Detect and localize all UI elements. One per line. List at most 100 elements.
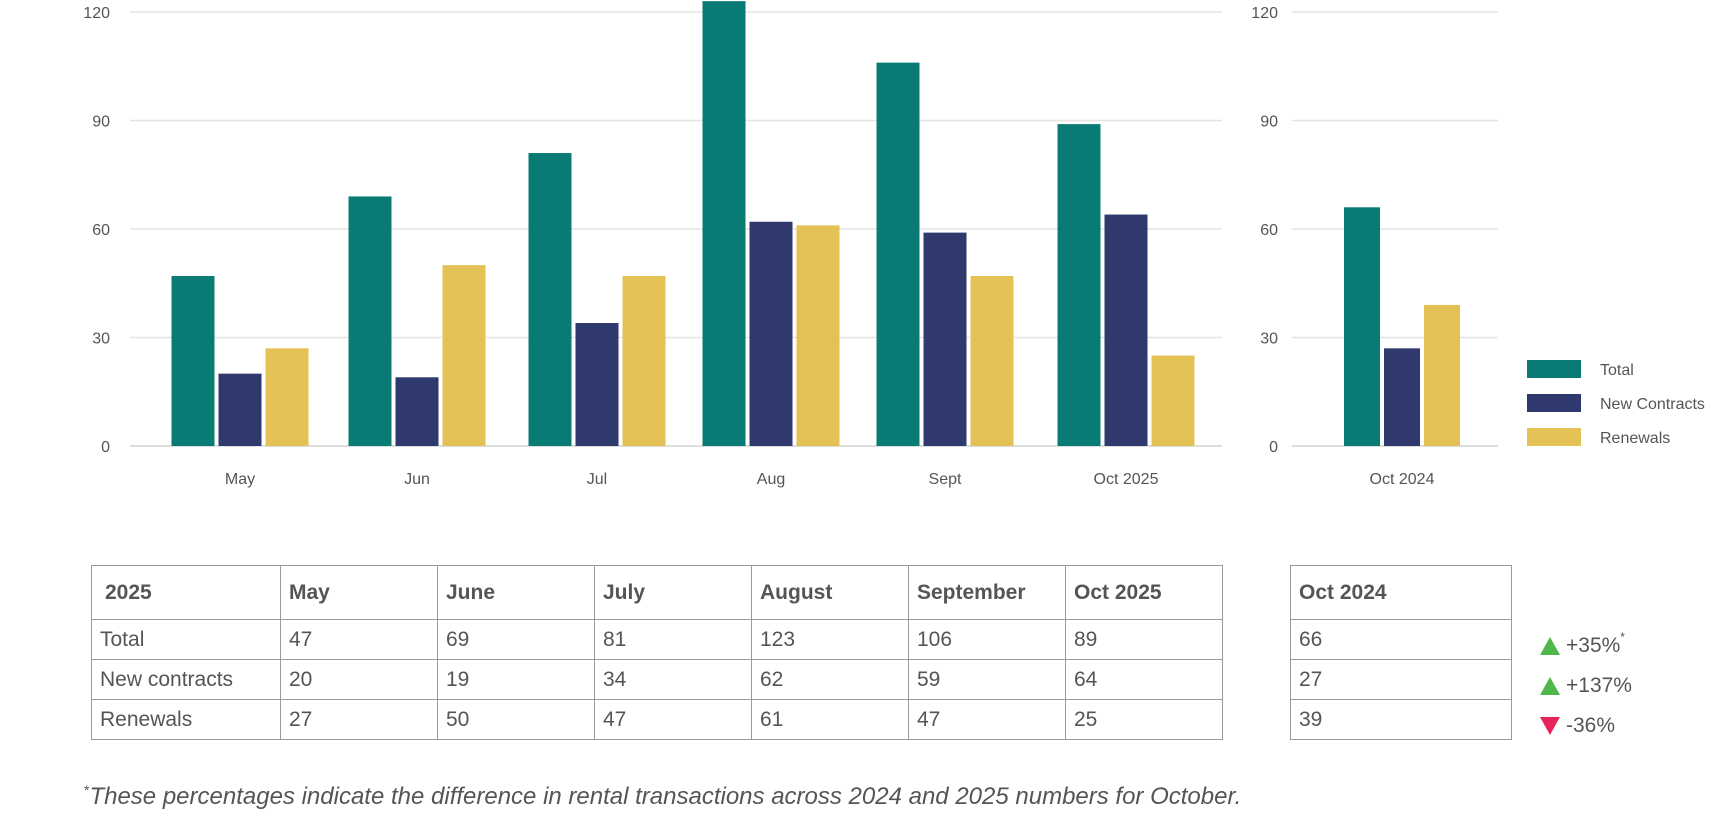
- table-row: 66: [1290, 619, 1512, 660]
- table-cell: 27: [1290, 659, 1512, 700]
- table-cell: 20: [280, 659, 438, 700]
- bar-sept-renewals: [970, 276, 1014, 446]
- table-cell: 19: [437, 659, 595, 700]
- table-header-row: 2025 May June July August September Oct …: [91, 565, 1223, 620]
- footnote-text: These percentages indicate the differenc…: [89, 783, 1242, 810]
- table-cell: 64: [1065, 659, 1223, 700]
- table-2025: 2025 May June July August September Oct …: [91, 565, 1223, 740]
- bar-jun-total: [348, 196, 392, 446]
- header-year: 2025: [91, 565, 281, 620]
- table-row: 27: [1290, 659, 1512, 700]
- table-2024: Oct 2024 66 27 39: [1290, 565, 1512, 740]
- footnote-marker: *: [1620, 630, 1625, 644]
- bar-aug-total: [702, 1, 746, 447]
- row-label: New contracts: [91, 659, 281, 700]
- table-cell: 106: [908, 619, 1066, 660]
- bar-aug-renewals: [796, 225, 840, 446]
- up-arrow-icon: [1540, 677, 1560, 695]
- header-oct-2025: Oct 2025: [1065, 565, 1223, 620]
- y-tick-label-0-30: 30: [92, 331, 110, 348]
- bar-aug-new-contracts: [749, 221, 793, 446]
- x-tick-label-jun: Jun: [404, 471, 430, 488]
- bar-jun-new-contracts: [395, 377, 439, 446]
- row-label: Renewals: [91, 699, 281, 740]
- header-july: July: [594, 565, 752, 620]
- x-tick-label-may: May: [225, 471, 255, 488]
- bar-jul-renewals: [622, 276, 666, 446]
- footnote: *These percentages indicate the differen…: [84, 782, 1241, 811]
- table-cell: 123: [751, 619, 909, 660]
- rental-transactions-chart: 0 30 60 90 120 May Jun Jul Aug Sept Oct 2025 0 30 60 9…: [83, 1, 1705, 488]
- row-label: Total: [91, 619, 281, 660]
- table-cell: 66: [1290, 619, 1512, 660]
- y-tick-label-1-120: 120: [1251, 5, 1278, 22]
- legend-swatch-new-contracts: [1527, 394, 1581, 412]
- change-indicators: +35% * +137% -36%: [1540, 626, 1720, 746]
- table-row: Total 47 69 81 123 106 89: [91, 619, 1223, 660]
- bar-sept-total: [876, 62, 920, 447]
- bar-oct-2024-new-contracts: [1384, 348, 1420, 446]
- x-tick-label-sept: Sept: [929, 471, 962, 488]
- bar-jul-new-contracts: [575, 323, 619, 446]
- down-arrow-icon: [1540, 717, 1560, 735]
- table-cell: 69: [437, 619, 595, 660]
- table-cell: 27: [280, 699, 438, 740]
- table-cell: 50: [437, 699, 595, 740]
- legend-label-renewals: Renewals: [1600, 430, 1670, 447]
- table-cell: 25: [1065, 699, 1223, 740]
- header-oct-2024: Oct 2024: [1290, 565, 1512, 620]
- header-august: August: [751, 565, 909, 620]
- bar-oct-2025-new-contracts: [1104, 214, 1148, 446]
- header-september: September: [908, 565, 1066, 620]
- change-value: +35%: [1566, 634, 1621, 657]
- bar-oct-2025-renewals: [1151, 355, 1195, 446]
- legend-label-new-contracts: New Contracts: [1600, 396, 1705, 413]
- up-arrow-icon: [1540, 637, 1560, 655]
- bar-jul-total: [528, 153, 572, 447]
- bar-oct-2024-renewals: [1424, 304, 1460, 446]
- change-value: +137%: [1566, 674, 1632, 697]
- table-header-row: Oct 2024: [1290, 565, 1512, 620]
- table-cell: 61: [751, 699, 909, 740]
- table-cell: 59: [908, 659, 1066, 700]
- change-total: +35% *: [1540, 626, 1720, 666]
- footnote-marker: *: [84, 782, 90, 798]
- table-cell: 47: [594, 699, 752, 740]
- y-tick-label-1-0: 0: [1269, 439, 1278, 456]
- change-new-contracts: +137%: [1540, 666, 1720, 706]
- bar-may-new-contracts: [218, 373, 262, 446]
- bar-oct-2024-total: [1344, 207, 1380, 446]
- table-cell: 89: [1065, 619, 1223, 660]
- table-cell: 34: [594, 659, 752, 700]
- x-tick-label-oct-2024: Oct 2024: [1370, 471, 1435, 488]
- bar-sept-new-contracts: [923, 232, 967, 446]
- change-value: -36%: [1566, 714, 1616, 737]
- bar-jun-renewals: [442, 265, 486, 446]
- change-renewals: -36%: [1540, 706, 1720, 746]
- x-tick-label-jul: Jul: [587, 471, 607, 488]
- y-tick-label-0-0: 0: [101, 439, 110, 456]
- x-tick-label-aug: Aug: [757, 471, 785, 488]
- table-cell: 81: [594, 619, 752, 660]
- y-tick-label-0-120: 120: [83, 5, 110, 22]
- bar-may-renewals: [265, 348, 309, 446]
- legend-swatch-renewals: [1527, 428, 1581, 446]
- table-row: 39: [1290, 699, 1512, 740]
- table-cell: 39: [1290, 699, 1512, 740]
- y-tick-label-1-90: 90: [1260, 114, 1278, 131]
- bar-may-total: [171, 276, 215, 446]
- table-row: Renewals 27 50 47 61 47 25: [91, 699, 1223, 740]
- table-row: New contracts 20 19 34 62 59 64: [91, 659, 1223, 700]
- header-may: May: [280, 565, 438, 620]
- table-cell: 62: [751, 659, 909, 700]
- y-tick-label-1-30: 30: [1260, 331, 1278, 348]
- y-tick-label-0-60: 60: [92, 222, 110, 239]
- y-tick-label-1-60: 60: [1260, 222, 1278, 239]
- bar-oct-2025-total: [1057, 124, 1101, 446]
- x-tick-label-oct-2025: Oct 2025: [1094, 471, 1159, 488]
- table-cell: 47: [280, 619, 438, 660]
- y-tick-label-0-90: 90: [92, 114, 110, 131]
- legend-label-total: Total: [1600, 362, 1634, 379]
- legend-swatch-total: [1527, 360, 1581, 378]
- table-cell: 47: [908, 699, 1066, 740]
